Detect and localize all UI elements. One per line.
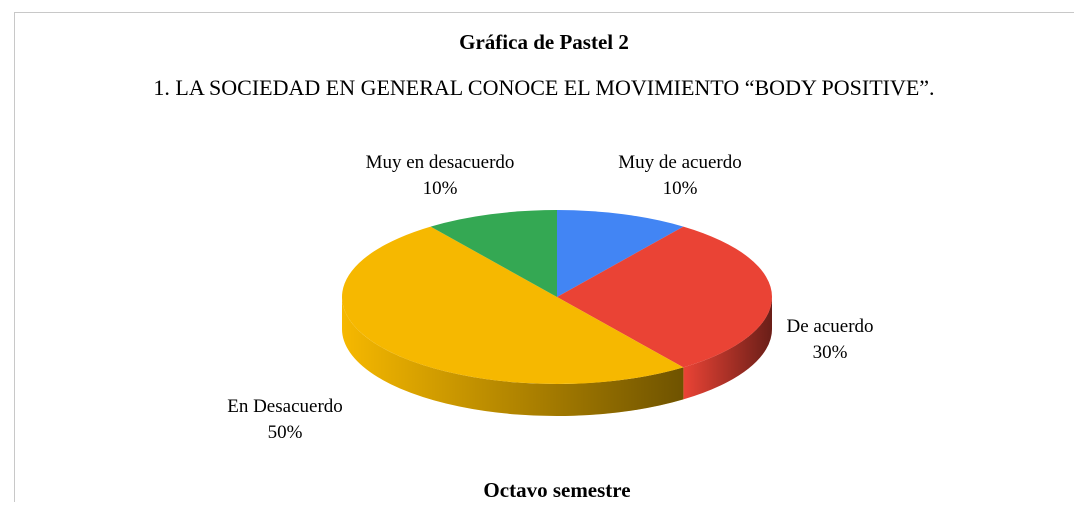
chart-title: Gráfica de Pastel 2: [459, 30, 629, 54]
frame: [14, 12, 1074, 502]
slice-side-shade: [342, 297, 684, 416]
slice-label-value: 30%: [813, 342, 848, 363]
slice-label: En Desacuerdo 50%: [227, 396, 343, 443]
slice: [557, 210, 684, 297]
slice-label-name: De acuerdo: [786, 316, 873, 337]
chart-subtitle: 1. LA SOCIEDAD EN GENERAL CONOCE EL MOVI…: [153, 75, 935, 100]
chart-caption: Octavo semestre: [483, 478, 630, 502]
slice-label-value: 10%: [663, 178, 698, 199]
slice-label-value: 10%: [423, 178, 458, 199]
slice-label: Muy de acuerdo 10%: [618, 152, 741, 199]
slice-label-value: 50%: [268, 422, 303, 443]
slice-label-name: Muy en desacuerdo: [366, 152, 515, 173]
slice-side-shade: [683, 297, 772, 400]
slice: [557, 226, 773, 368]
slice-label: De acuerdo 30%: [786, 316, 873, 363]
slice: [342, 226, 684, 384]
slice-label: Muy en desacuerdo 10%: [366, 152, 515, 199]
slice-label-name: Muy de acuerdo: [618, 152, 741, 173]
slice: [430, 210, 557, 297]
slice-label-name: En Desacuerdo: [227, 396, 343, 417]
